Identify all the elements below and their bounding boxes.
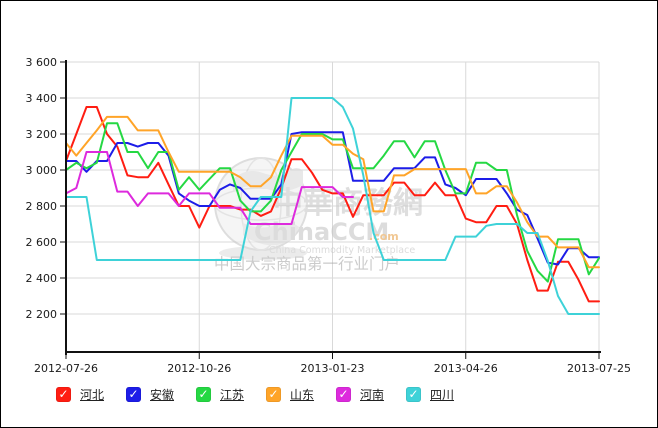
- series-line-sichuan: [65, 97, 600, 315]
- series-line-hebei: [65, 106, 600, 303]
- series-line-anhui: [65, 131, 600, 266]
- legend-item-shandong[interactable]: ✓ 山东: [266, 386, 336, 403]
- legend-item-hebei[interactable]: ✓ 河北: [56, 386, 126, 403]
- y-axis-tick-label: 2 400: [26, 272, 58, 285]
- series-line-shandong: [65, 115, 600, 269]
- legend-label-anhui[interactable]: 安徽: [150, 388, 175, 402]
- legend-checkbox-icon-henan[interactable]: ✓: [336, 387, 351, 402]
- x-axis-tick-label: 2012-10-26: [167, 362, 231, 375]
- y-axis-tick-label: 3 400: [26, 92, 58, 105]
- x-axis-tick-label: 2013-01-23: [301, 362, 365, 375]
- legend-item-henan[interactable]: ✓ 河南: [336, 386, 406, 403]
- legend-checkbox-icon-sichuan[interactable]: ✓: [406, 387, 421, 402]
- y-axis-tick-label: 2 800: [26, 200, 58, 213]
- x-axis-tick-label: 2013-04-26: [434, 362, 498, 375]
- legend-checkbox-icon-shandong[interactable]: ✓: [266, 387, 281, 402]
- y-axis-tick-label: 3 000: [26, 164, 58, 177]
- legend-item-sichuan[interactable]: ✓ 四川: [406, 386, 476, 403]
- watermark-tagline-cn: 中国大宗商品第一行业门户: [214, 255, 400, 273]
- y-axis-tick-label: 3 200: [26, 128, 58, 141]
- x-axis-tick-label: 2012-07-26: [34, 362, 98, 375]
- legend-checkbox-icon-hebei[interactable]: ✓: [56, 387, 71, 402]
- y-axis-tick-label: 2 600: [26, 236, 58, 249]
- x-axis-tick-label: 2013-07-25: [567, 362, 631, 375]
- legend-checkbox-icon-anhui[interactable]: ✓: [126, 387, 141, 402]
- legend-item-anhui[interactable]: ✓ 安徽: [126, 386, 196, 403]
- y-axis-tick-label: 3 600: [26, 56, 58, 69]
- legend-label-sichuan[interactable]: 四川: [430, 388, 455, 402]
- y-axis-tick-label: 2 200: [26, 308, 58, 321]
- legend-item-jiangsu[interactable]: ✓ 江苏: [196, 386, 266, 403]
- legend-label-jiangsu[interactable]: 江苏: [220, 388, 245, 402]
- legend-label-hebei[interactable]: 河北: [80, 388, 105, 402]
- series-line-henan: [65, 151, 354, 225]
- legend-label-henan[interactable]: 河南: [360, 388, 385, 402]
- watermark-brand-en: ChinaCCM: [254, 218, 389, 246]
- chart-legend: ✓ 河北 ✓ 安徽 ✓ 江苏 ✓ 山东 ✓ 河南 ✓ 四川: [56, 386, 476, 403]
- series-line-jiangsu: [65, 122, 600, 283]
- legend-label-shandong[interactable]: 山东: [290, 388, 315, 402]
- watermark-tagline-en: China Commodity Marketplace: [269, 245, 415, 256]
- legend-checkbox-icon-jiangsu[interactable]: ✓: [196, 387, 211, 402]
